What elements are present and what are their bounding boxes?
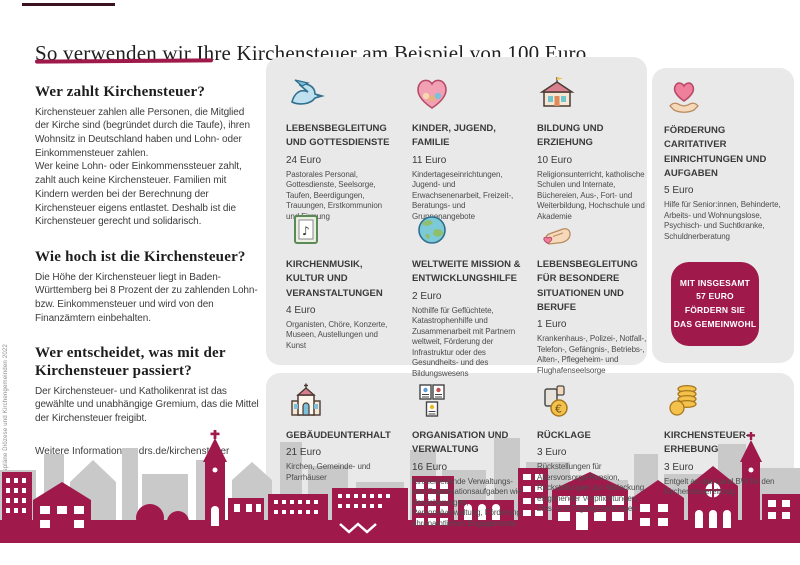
card-description: Hilfe für Senior:innen, Behinderte, Arbe… — [664, 200, 781, 241]
card-description: Krankenhaus-, Polizei-, Notfall-, Telefo… — [537, 334, 647, 375]
skyline-foreground — [0, 430, 800, 543]
church-icon — [286, 381, 392, 423]
card-ruecklage: € RÜCKLAGE 3 Euro Rückstellungen für Alt… — [537, 381, 651, 515]
card-amount: 3 Euro — [537, 447, 567, 459]
card-amount: 16 Euro — [412, 461, 448, 473]
card-amount: 4 Euro — [286, 304, 316, 316]
card-foerderung-caritativer: FÖRDERUNG CARITATIVER EINRICHTUNGEN UND … — [664, 76, 784, 242]
card-title: LEBENSBEGLEITUNG FÜR BESONDERE SITUATION… — [537, 259, 638, 313]
card-title: RÜCKLAGE — [537, 430, 591, 441]
card-title: BILDUNG UND ERZIEHUNG — [537, 123, 604, 149]
intro-column: Wer zahlt Kirchensteuer? Kirchensteuer z… — [35, 84, 259, 457]
card-amount: 10 Euro — [537, 154, 573, 166]
family-heart-icon — [412, 74, 524, 116]
card-amount: 3 Euro — [664, 461, 694, 473]
svg-text:♪: ♪ — [302, 224, 310, 238]
card-lebensbegleitung-besondere: LEBENSBEGLEITUNG FÜR BESONDERE SITUATION… — [537, 210, 651, 376]
songbook-icon: ♪ — [286, 210, 398, 252]
card-bildung-erziehung: BILDUNG UND ERZIEHUNG 10 Euro Religionsu… — [537, 74, 649, 222]
card-kirchenmusik-kultur: ♪ KIRCHENMUSIK, KULTUR UND VERANSTALTUNG… — [286, 210, 398, 351]
card-title: KIRCHENMUSIK, KULTUR UND VERANSTALTUNGEN — [286, 259, 383, 299]
card-title: KINDER, JUGEND, FAMILIE — [412, 123, 496, 149]
card-title: ORGANISATION UND VERWALTUNG — [412, 430, 509, 456]
savings-icon: € — [537, 381, 651, 423]
care-hand-icon — [537, 210, 651, 252]
card-description: Religionsunterricht, katholische Schulen… — [537, 169, 645, 221]
card-title: WELTWEITE MISSION & ENTWICKLUNGSHILFE — [412, 259, 521, 285]
card-amount: 1 Euro — [537, 319, 567, 330]
top-rule — [22, 3, 115, 6]
card-title: LEBENSBEGLEITUNG UND GOTTESDIENSTE — [286, 123, 390, 149]
card-title: KIRCHENSTEUER-ERHEBUNG — [664, 430, 749, 456]
card-amount: 11 Euro — [412, 154, 447, 166]
section-body-wie-hoch: Die Höhe der Kirchensteuer liegt in Bade… — [35, 271, 258, 324]
card-amount: 21 Euro — [286, 447, 322, 459]
highlight-box: MIT INSGESAMT 57 EURO FÖRDERN SIE DAS GE… — [671, 262, 759, 346]
globe-icon — [412, 210, 526, 252]
card-title: FÖRDERUNG CARITATIVER EINRICHTUNGEN UND … — [664, 125, 767, 179]
card-description: Kirchenleitende Verwaltungs- und Organis… — [412, 476, 522, 528]
card-kinder-jugend-familie: KINDER, JUGEND, FAMILIE 11 Euro Kinderta… — [412, 74, 524, 222]
card-description: Kirchen, Gemeinde- und Pfarrhäuser — [286, 462, 371, 482]
city-skyline — [0, 430, 800, 543]
card-description: Organisten, Chöre, Konzerte, Museen, Aus… — [286, 319, 388, 350]
highlight-box-text: MIT INSGESAMT 57 EURO FÖRDERN SIE DAS GE… — [673, 277, 757, 329]
card-gebaeudeunterhalt: GEBÄUDEUNTERHALT 21 Euro Kirchen, Gemein… — [286, 381, 392, 483]
cards-panel-main — [266, 57, 647, 365]
card-title: GEBÄUDEUNTERHALT — [286, 430, 391, 441]
school-icon — [537, 74, 649, 116]
card-description: Rückstellungen für Altersvorsorge/Pensio… — [537, 462, 645, 514]
section-heading-wer-zahlt: Wer zahlt Kirchensteuer? — [35, 84, 206, 100]
card-weltweite-mission: WELTWEITE MISSION & ENTWICKLUNGSHILFE 2 … — [412, 210, 526, 379]
card-amount: 5 Euro — [664, 185, 694, 196]
section-body-wer-zahlt: Kirchensteuer zahlen alle Personen, die … — [35, 106, 250, 228]
org-chart-icon — [412, 381, 526, 423]
card-description: Entgelt an das Land BW für den Kirchenst… — [664, 476, 775, 497]
card-amount: 24 Euro — [286, 154, 322, 166]
section-heading-wer-entscheidet: Wer entscheidet, was mit der Kirchensteu… — [35, 345, 226, 379]
card-organisation-verwaltung: ORGANISATION UND VERWALTUNG 16 Euro Kirc… — [412, 381, 526, 529]
coins-icon — [664, 381, 784, 423]
hands-heart-icon — [664, 76, 784, 118]
svg-text:€: € — [555, 403, 562, 416]
card-description: Nothilfe für Geflüchtete, Katastrophenhi… — [412, 305, 516, 378]
card-amount: 2 Euro — [412, 290, 442, 302]
section-body-wer-entscheidet: Der Kirchensteuer- und Katholikenrat ist… — [35, 385, 259, 425]
section-heading-wie-hoch: Wie hoch ist die Kirchensteuer? — [35, 248, 246, 265]
card-lebensbegleitung-gottesdienste: LEBENSBEGLEITUNG UND GOTTESDIENSTE 24 Eu… — [286, 74, 392, 222]
dove-icon — [286, 74, 392, 116]
card-description: Kindertageseinrichtungen, Jugend- und Er… — [412, 169, 514, 221]
card-kirchensteuererhebung: KIRCHENSTEUER-ERHEBUNG 3 Euro Entgelt an… — [664, 381, 784, 498]
